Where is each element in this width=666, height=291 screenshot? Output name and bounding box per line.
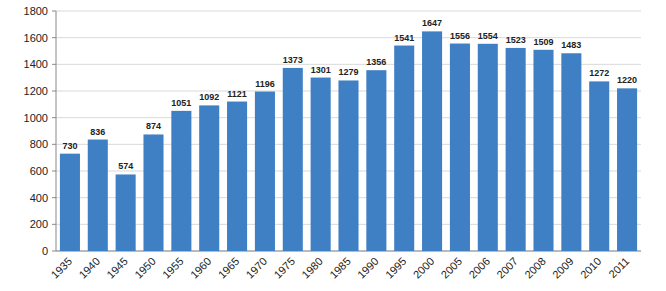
y-tick-label: 1400	[24, 58, 48, 70]
bar	[366, 70, 386, 251]
bar	[617, 88, 637, 251]
y-tick	[52, 144, 56, 145]
bar	[88, 140, 108, 251]
x-tick-label: 1980	[299, 255, 325, 281]
bar	[506, 48, 526, 251]
bar	[589, 81, 609, 251]
y-tick	[52, 251, 56, 252]
x-tick-label: 2011	[606, 255, 631, 280]
x-tick-label: 1975	[271, 255, 297, 281]
x-tick-label: 2005	[439, 255, 465, 281]
data-label: 1556	[450, 31, 470, 41]
x-tick-label: 1940	[76, 255, 102, 281]
y-tick-label: 800	[30, 138, 48, 150]
y-tick	[52, 224, 56, 225]
data-label: 1356	[366, 57, 386, 67]
data-label: 1121	[227, 89, 247, 99]
grid-line	[56, 11, 641, 12]
data-label: 1196	[255, 79, 275, 89]
x-tick-label: 2010	[578, 255, 604, 281]
y-tick-label: 1000	[24, 112, 48, 124]
data-label: 574	[118, 161, 133, 171]
bar	[143, 134, 163, 251]
bar	[422, 31, 442, 251]
data-label: 836	[90, 127, 105, 137]
data-label: 1523	[506, 35, 526, 45]
x-tick-label: 1935	[49, 255, 75, 281]
chart-svg: 0 200 400 600 800 1000 1200 1400 1600 1800 730 836 5…	[0, 0, 666, 291]
x-tick-label: 1945	[104, 255, 130, 281]
y-tick	[52, 91, 56, 92]
bar	[255, 92, 275, 251]
data-label: 1051	[171, 98, 191, 108]
x-tick-label: 1960	[188, 255, 214, 281]
bar	[116, 174, 136, 251]
data-label: 1509	[533, 37, 553, 47]
y-tick-label: 400	[30, 192, 48, 204]
bar	[450, 44, 470, 251]
data-label: 1301	[311, 65, 331, 75]
x-tick-label: 2007	[494, 255, 520, 281]
bar	[311, 78, 331, 251]
y-tick	[52, 117, 56, 118]
y-tick	[52, 11, 56, 12]
x-tick-label: 1985	[327, 255, 353, 281]
bar	[60, 154, 80, 251]
data-label: 1554	[478, 31, 498, 41]
x-tick-label: 1970	[244, 255, 270, 281]
data-label: 730	[62, 141, 77, 151]
bar	[478, 44, 498, 251]
data-label: 1541	[394, 33, 414, 43]
y-tick	[52, 37, 56, 38]
y-tick	[52, 64, 56, 65]
data-label: 1279	[338, 67, 358, 77]
x-tick-label: 1950	[132, 255, 158, 281]
data-label: 874	[146, 121, 161, 131]
bar	[283, 68, 303, 251]
bar	[171, 111, 191, 251]
data-label: 1092	[199, 92, 219, 102]
data-label: 1272	[589, 68, 609, 78]
x-tick-label: 1990	[355, 255, 381, 281]
x-tick-label: 1955	[160, 255, 186, 281]
data-label: 1220	[617, 75, 637, 85]
y-tick-label: 1200	[24, 85, 48, 97]
x-tick-label: 2000	[411, 255, 437, 281]
x-tick-label: 1995	[383, 255, 409, 281]
y-tick	[52, 197, 56, 198]
y-axis	[56, 11, 57, 251]
bars	[60, 31, 637, 251]
bar	[533, 50, 553, 251]
data-label: 1647	[422, 18, 442, 28]
y-tick-label: 1800	[24, 5, 48, 17]
y-tick-label: 600	[30, 165, 48, 177]
y-tick-label: 0	[42, 245, 48, 257]
y-tick-label: 200	[30, 218, 48, 230]
bar	[561, 53, 581, 251]
data-label: 1483	[561, 40, 581, 50]
x-tick-label: 2009	[550, 255, 576, 281]
bar	[338, 80, 358, 251]
chart-container: 0 200 400 600 800 1000 1200 1400 1600 1800 730 836 5…	[0, 0, 666, 291]
bar	[394, 46, 414, 251]
y-tick	[52, 171, 56, 172]
data-label: 1373	[283, 55, 303, 65]
bar	[227, 102, 247, 251]
x-tick-label: 1965	[216, 255, 242, 281]
x-tick-label: 2006	[466, 255, 492, 281]
x-tick-label: 2008	[522, 255, 548, 281]
y-tick-label: 1600	[24, 32, 48, 44]
bar	[199, 105, 219, 251]
